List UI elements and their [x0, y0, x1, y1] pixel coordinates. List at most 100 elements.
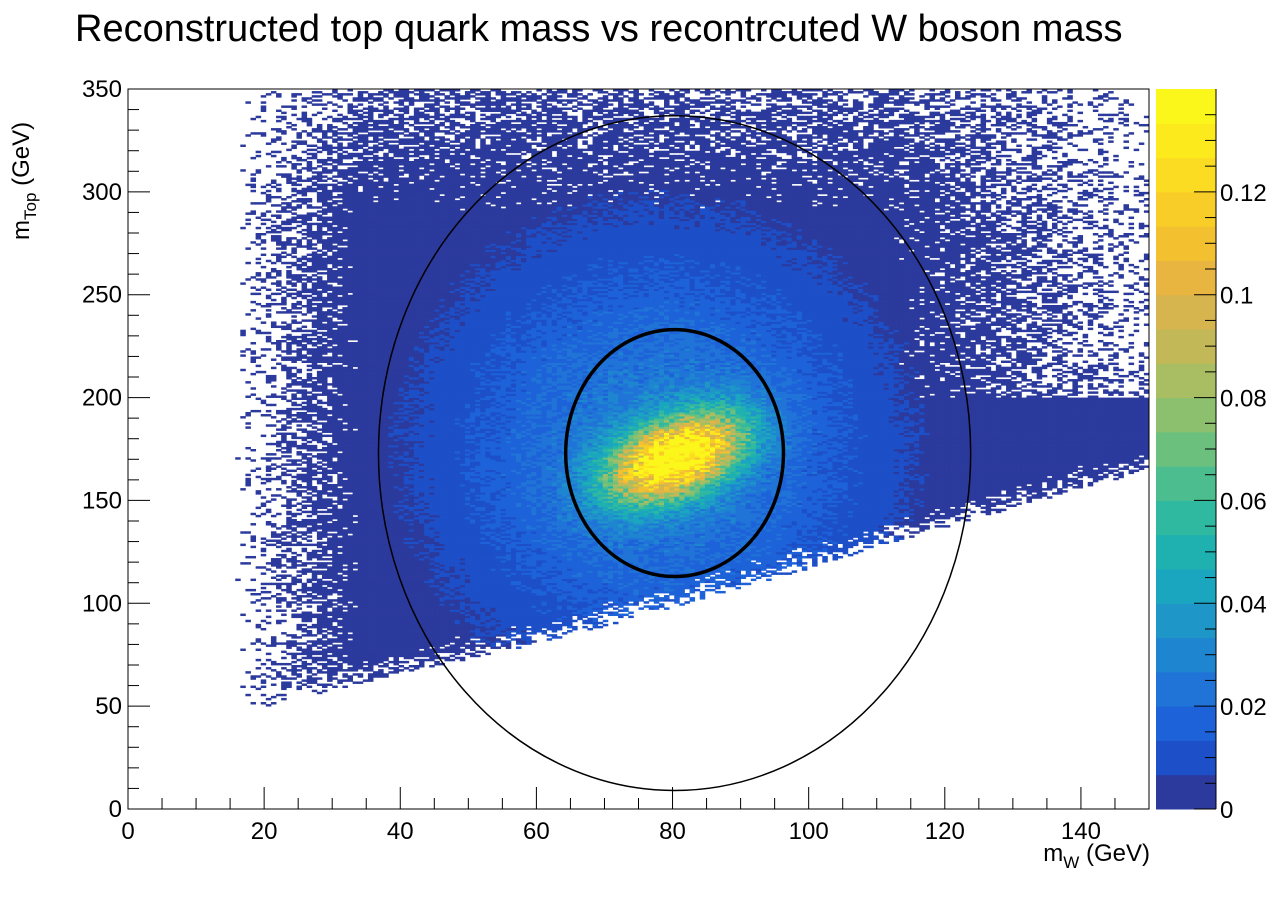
heatmap-cell [347, 146, 354, 150]
heatmap-cell [286, 605, 292, 608]
heatmap-cell [306, 523, 313, 526]
heatmap-cell [342, 309, 348, 312]
heatmap-cell [296, 377, 302, 380]
heatmap-cell [327, 156, 333, 160]
heatmap-cell [301, 430, 308, 433]
heatmap-cell [311, 288, 318, 291]
heatmap-cell [316, 241, 323, 244]
heatmap-cell [352, 436, 359, 440]
heatmap-cell [367, 329, 374, 333]
heatmap-cell [255, 132, 262, 135]
heatmap-cell [265, 218, 272, 222]
heatmap-cell [347, 521, 354, 524]
heatmap-cell [281, 261, 287, 265]
heatmap-cell [342, 457, 348, 460]
heatmap-cell [281, 473, 287, 477]
heatmap-cell [306, 333, 313, 337]
heatmap-cell [327, 500, 333, 503]
heatmap-cell [357, 191, 364, 195]
heatmap-cell [301, 335, 308, 339]
heatmap-cell [342, 315, 348, 318]
heatmap-cell [367, 662, 374, 666]
heatmap-cell [245, 588, 251, 592]
heatmap-cell [367, 311, 374, 314]
heatmap-cell [337, 463, 343, 466]
heatmap-cell [367, 660, 374, 664]
heatmap-cell [281, 685, 287, 689]
heatmap-cell [296, 263, 302, 267]
heatmap-cell [306, 403, 313, 407]
heatmap-cell [281, 642, 287, 645]
heatmap-cell [306, 634, 313, 637]
heatmap-cell [352, 309, 359, 312]
heatmap-cell [270, 181, 277, 185]
heatmap-cell [352, 607, 359, 610]
heatmap-cell [321, 521, 328, 524]
heatmap-cell [362, 558, 369, 561]
heatmap-cell [321, 541, 328, 545]
heatmap-cell [352, 350, 359, 353]
heatmap-cell [383, 140, 389, 143]
heatmap-cell [327, 516, 333, 520]
heatmap-cell [337, 529, 343, 532]
heatmap-cell [327, 593, 333, 596]
heatmap-cell [342, 455, 348, 458]
heatmap-cell [327, 370, 333, 374]
heatmap-cell [281, 504, 287, 507]
heatmap-cell [362, 270, 369, 273]
heatmap-cell [347, 132, 354, 135]
heatmap-cell [327, 202, 333, 205]
heatmap-cell [327, 477, 333, 481]
heatmap-cell [367, 422, 374, 425]
heatmap-cell [337, 541, 343, 545]
heatmap-cell [337, 446, 343, 450]
heatmap-cell [347, 305, 354, 308]
heatmap-cell [362, 358, 369, 361]
heatmap-cell [347, 475, 354, 479]
heatmap-cell [367, 461, 374, 464]
heatmap-cell [352, 449, 359, 452]
heatmap-cell [337, 599, 343, 602]
heatmap-cell [342, 549, 348, 553]
heatmap-cell [316, 354, 323, 357]
heatmap-cell [306, 646, 313, 649]
heatmap-cell [291, 216, 297, 219]
heatmap-cell [362, 309, 369, 312]
heatmap-cell [357, 263, 364, 267]
heatmap-cell [316, 630, 323, 633]
heatmap-cell [337, 117, 343, 121]
heatmap-cell [362, 282, 369, 285]
heatmap-cell [337, 564, 343, 567]
heatmap-cell [316, 267, 323, 271]
heatmap-cell [357, 163, 364, 166]
heatmap-cell [276, 342, 282, 345]
heatmap-cell [352, 296, 359, 300]
heatmap-cell [352, 465, 359, 468]
heatmap-cell [337, 432, 343, 435]
heatmap-cell [327, 453, 333, 456]
heatmap-cell [276, 214, 282, 217]
heatmap-cell [362, 471, 369, 475]
heatmap-cell [316, 658, 323, 662]
heatmap-cell [306, 601, 313, 604]
heatmap-cell [306, 360, 313, 363]
heatmap-cell [286, 588, 292, 592]
heatmap-cell [260, 399, 267, 403]
heatmap-cell [281, 582, 287, 586]
heatmap-cell [265, 403, 272, 407]
heatmap-cell [367, 506, 374, 510]
heatmap-cell [291, 187, 297, 191]
heatmap-cell [306, 121, 313, 125]
heatmap-cell [321, 193, 328, 197]
heatmap-cell [357, 446, 364, 450]
heatmap-cell [311, 506, 318, 510]
heatmap-cell [357, 479, 364, 483]
heatmap-cell [357, 590, 364, 594]
heatmap-cell [276, 693, 282, 697]
heatmap-cell [316, 218, 323, 222]
heatmap-cell [362, 183, 369, 187]
heatmap-cell [260, 348, 267, 351]
heatmap-cell [332, 272, 338, 275]
heatmap-cell [306, 619, 313, 623]
heatmap-cell [316, 562, 323, 565]
